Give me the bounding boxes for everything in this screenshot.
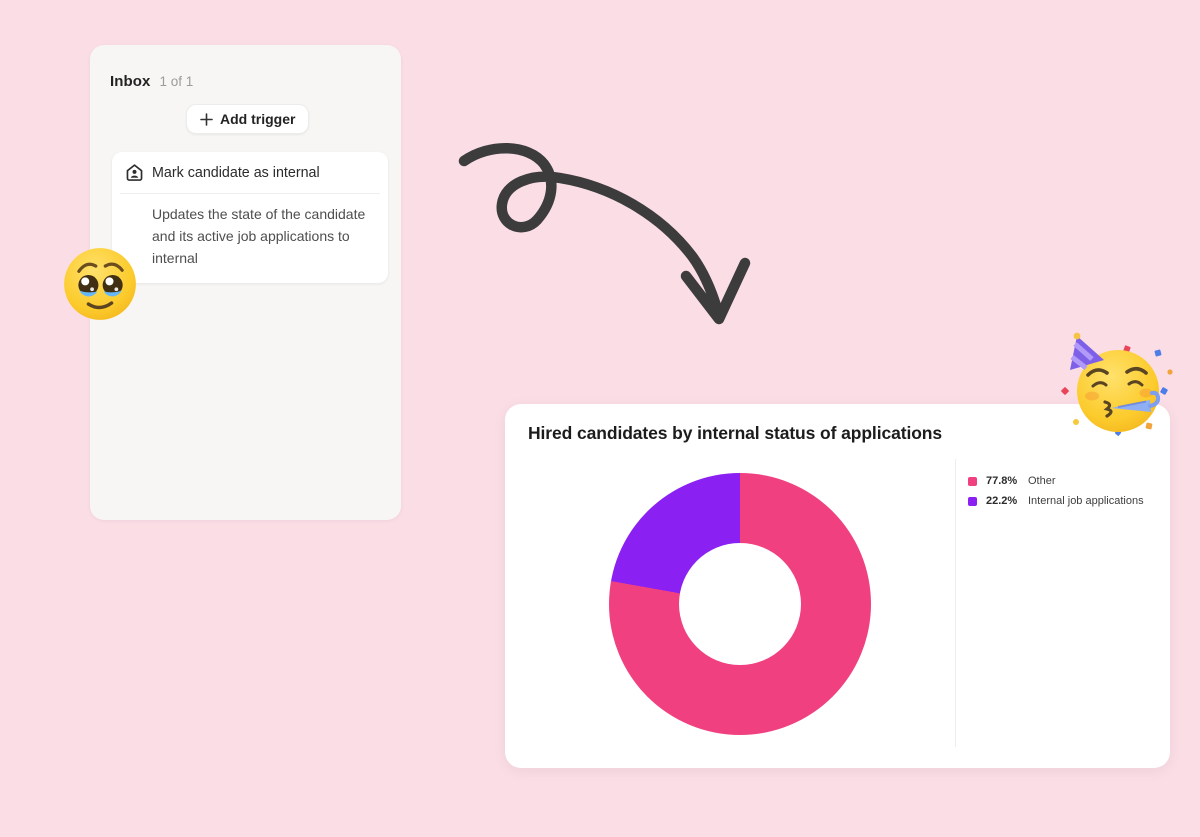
legend-percentage: 22.2% bbox=[986, 495, 1018, 507]
donut-chart[interactable] bbox=[609, 473, 871, 735]
divider bbox=[120, 193, 380, 194]
plus-icon bbox=[200, 112, 213, 126]
chart-legend-divider bbox=[955, 459, 956, 747]
inbox-count: 1 of 1 bbox=[159, 74, 194, 89]
face-holding-back-tears-emoji bbox=[62, 246, 138, 327]
legend-item[interactable]: 77.8% Other bbox=[968, 475, 1144, 487]
home-user-icon bbox=[124, 162, 145, 183]
legend-item[interactable]: 22.2% Internal job applications bbox=[968, 495, 1144, 507]
trigger-card[interactable]: Mark candidate as internal Updates the s… bbox=[112, 152, 388, 283]
inbox-title: Inbox bbox=[110, 73, 151, 90]
legend-swatch bbox=[968, 496, 977, 506]
trigger-description: Updates the state of the candidate and i… bbox=[152, 206, 366, 266]
trigger-name: Mark candidate as internal bbox=[152, 164, 320, 181]
curly-arrow-icon bbox=[440, 128, 760, 353]
workflow-inbox-panel: Inbox 1 of 1 Add trigger Mark candidate … bbox=[90, 45, 401, 520]
chart-card: Hired candidates by internal status of a… bbox=[505, 404, 1170, 768]
legend-percentage: 77.8% bbox=[986, 475, 1018, 487]
add-trigger-button[interactable]: Add trigger bbox=[186, 104, 310, 134]
chart-title: Hired candidates by internal status of a… bbox=[528, 423, 943, 443]
legend-swatch bbox=[968, 476, 977, 486]
partying-face-emoji bbox=[1058, 330, 1180, 445]
chart-legend: 77.8% Other 22.2% Internal job applicati… bbox=[968, 475, 1144, 507]
add-trigger-label: Add trigger bbox=[220, 111, 296, 127]
inbox-header: Inbox 1 of 1 bbox=[110, 73, 193, 90]
legend-label: Other bbox=[1028, 475, 1056, 487]
legend-label: Internal job applications bbox=[1028, 495, 1144, 507]
trigger-row: Mark candidate as internal bbox=[112, 152, 388, 193]
donut-hole bbox=[679, 543, 801, 665]
